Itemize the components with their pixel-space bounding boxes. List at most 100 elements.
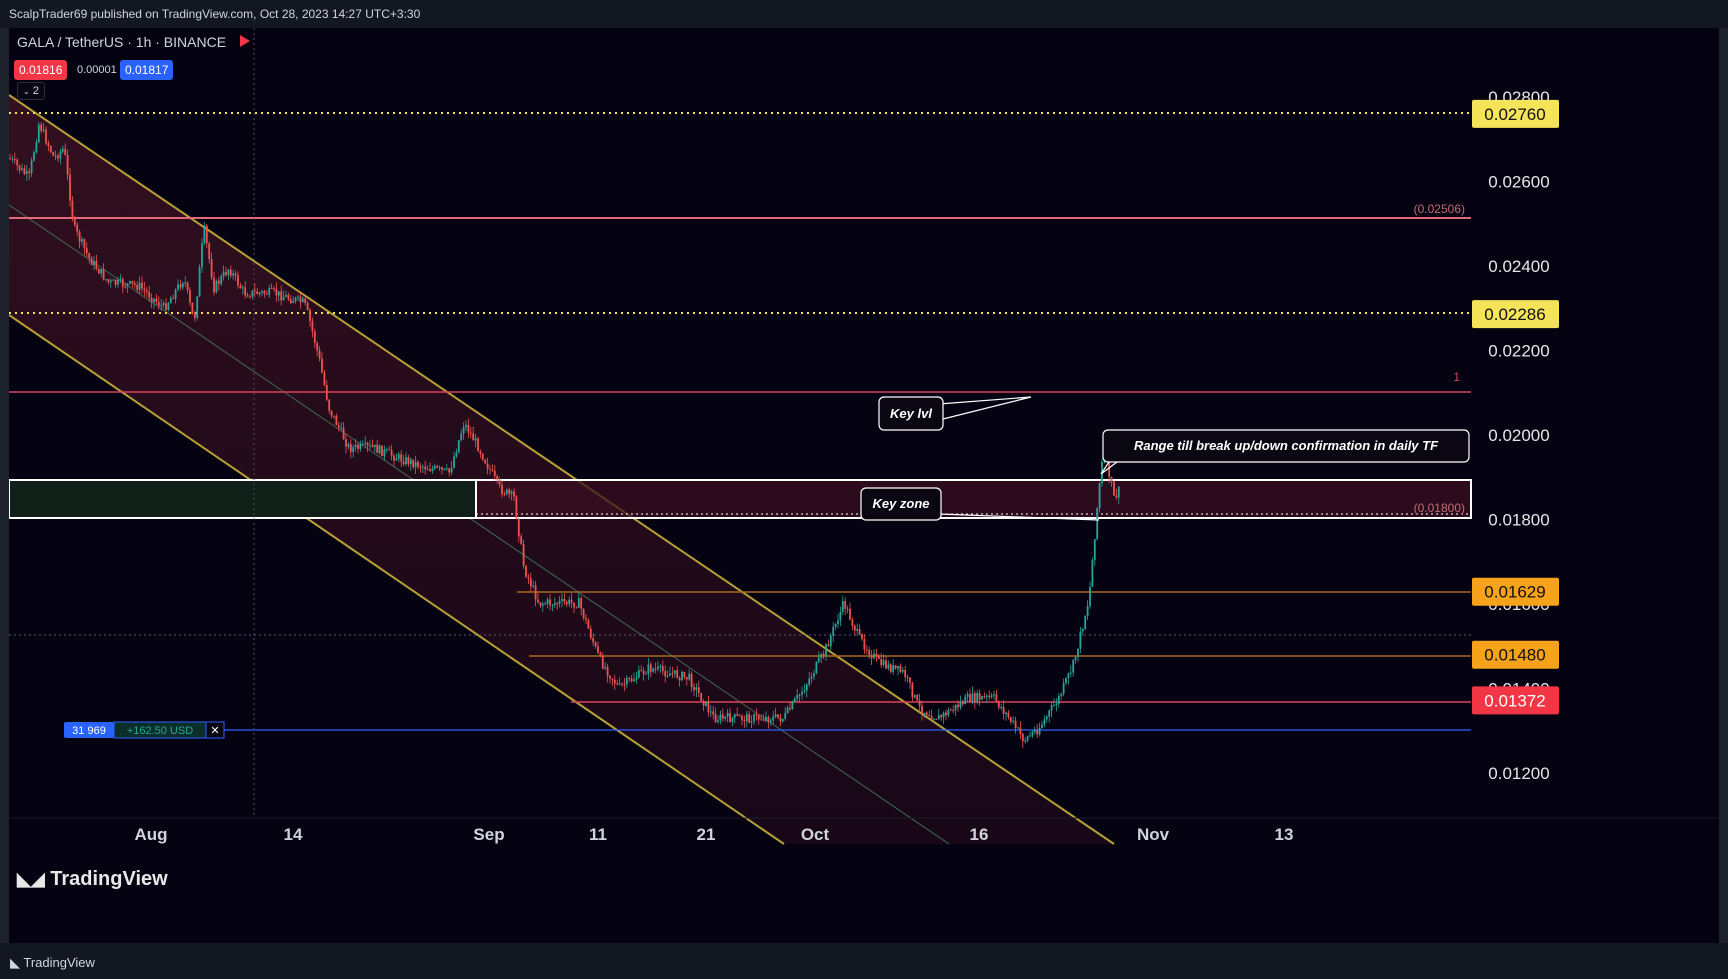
channel-lower-line[interactable] bbox=[9, 314, 785, 845]
candle-body bbox=[1067, 673, 1070, 679]
candle-body bbox=[669, 673, 671, 676]
price-chart[interactable]: (0.02506) (0.01800) 1 Key lvl Key zone R… bbox=[9, 28, 1719, 943]
ask-button[interactable]: 0.01817 bbox=[120, 60, 174, 80]
candle-body bbox=[633, 679, 635, 682]
candle-body bbox=[966, 694, 969, 697]
candle-body bbox=[1089, 586, 1091, 606]
candle-body bbox=[66, 154, 69, 175]
candle-body bbox=[388, 449, 391, 451]
candle-body bbox=[1024, 740, 1027, 742]
candle-body bbox=[436, 465, 439, 468]
candle-body bbox=[537, 599, 539, 603]
candle-body bbox=[796, 695, 799, 699]
candle-body bbox=[479, 451, 482, 454]
candle-body bbox=[501, 484, 503, 495]
candle-body bbox=[985, 695, 988, 697]
tv-footer-icon: ◣ bbox=[10, 955, 20, 970]
time-label-1: 14 bbox=[284, 825, 303, 844]
candle-body bbox=[220, 276, 223, 284]
candle-body bbox=[676, 670, 679, 678]
publish-footer: ◣ TradingView bbox=[0, 943, 1728, 979]
bid-button[interactable]: 0.01816 bbox=[14, 60, 68, 80]
candle-body bbox=[681, 671, 683, 681]
candle-body bbox=[131, 280, 134, 284]
candle-body bbox=[273, 288, 275, 290]
candle-body bbox=[928, 715, 931, 717]
indicators-toggle[interactable]: ⌄ 2 bbox=[17, 82, 45, 100]
position-close-icon[interactable]: ✕ bbox=[210, 725, 219, 737]
time-label-5: Oct bbox=[801, 825, 830, 844]
chart-frame[interactable]: (0.02506) (0.01800) 1 Key lvl Key zone R… bbox=[9, 28, 1719, 943]
candle-body bbox=[1108, 457, 1111, 477]
candle-body bbox=[983, 696, 986, 698]
candle-body bbox=[839, 611, 842, 621]
candle-body bbox=[275, 288, 278, 296]
candle-body bbox=[280, 291, 283, 301]
candle-body bbox=[364, 443, 367, 445]
candle-body bbox=[371, 445, 374, 447]
candle-body bbox=[481, 453, 484, 460]
candle-body bbox=[376, 444, 379, 453]
candle-body bbox=[856, 628, 859, 631]
candle-body bbox=[378, 445, 381, 453]
candle-body bbox=[117, 279, 119, 285]
candle-body bbox=[688, 673, 691, 680]
candle-body bbox=[757, 715, 760, 720]
support-box-left[interactable] bbox=[9, 479, 477, 519]
candle-body bbox=[373, 444, 376, 447]
candle-body bbox=[685, 676, 688, 680]
key-zone-callout[interactable]: Key zone bbox=[860, 487, 1100, 521]
candle-body bbox=[477, 438, 479, 452]
candle-body bbox=[359, 443, 362, 449]
candle-body bbox=[815, 662, 818, 674]
candle-body bbox=[1041, 724, 1043, 728]
candle-body bbox=[1060, 693, 1063, 697]
candle-body bbox=[837, 620, 839, 624]
key-zone-box[interactable] bbox=[475, 479, 1472, 519]
candle-body bbox=[743, 719, 746, 722]
candle-body bbox=[712, 711, 715, 715]
range-callout[interactable]: Range till break up/down confirmation in… bbox=[1100, 429, 1470, 475]
candle-body bbox=[952, 710, 955, 712]
candle-body bbox=[825, 644, 827, 656]
symbol-title[interactable]: GALA / TetherUS · 1h · BINANCE bbox=[17, 34, 250, 50]
candle-body bbox=[885, 660, 887, 669]
candle-body bbox=[465, 424, 467, 428]
candle-body bbox=[57, 155, 59, 159]
price-scale[interactable]: 0.028000.026000.024000.022000.020000.018… bbox=[1488, 88, 1549, 783]
candle-body bbox=[453, 456, 455, 468]
candle-body bbox=[611, 678, 614, 680]
candle-body bbox=[899, 665, 902, 672]
candle-body bbox=[409, 459, 412, 465]
candle-body bbox=[976, 693, 979, 703]
symbol-flag-icon bbox=[239, 35, 250, 47]
candle-body bbox=[429, 469, 431, 472]
position-widget[interactable]: 31 969 +162.50 USD ✕ bbox=[64, 721, 225, 739]
candle-body bbox=[155, 298, 158, 302]
candle-body bbox=[28, 171, 31, 174]
candle-body bbox=[294, 297, 297, 302]
candle-body bbox=[369, 445, 371, 447]
candle-body bbox=[100, 269, 103, 274]
candle-body bbox=[414, 461, 417, 468]
candle-body bbox=[316, 342, 319, 351]
level-label-01800: (0.01800) bbox=[1414, 501, 1465, 515]
candle-body bbox=[745, 714, 748, 722]
level-label-fib: 1 bbox=[1453, 370, 1460, 384]
candle-body bbox=[733, 714, 736, 718]
candle-body bbox=[1081, 629, 1084, 632]
candle-body bbox=[875, 653, 878, 656]
candle-body bbox=[445, 468, 448, 470]
key-lvl-text: Key lvl bbox=[890, 406, 932, 421]
channel-upper-line[interactable] bbox=[9, 94, 1115, 845]
candle-body bbox=[174, 289, 177, 299]
time-scale[interactable]: Aug 14 Sep 11 21 Oct 16 Nov 13 bbox=[134, 825, 1293, 844]
candle-body bbox=[515, 496, 518, 519]
key-lvl-callout[interactable]: Key lvl bbox=[878, 396, 1032, 431]
candle-body bbox=[239, 285, 242, 289]
candle-body bbox=[527, 576, 530, 579]
candle-body bbox=[1019, 727, 1022, 734]
candle-body bbox=[16, 159, 19, 166]
candle-body bbox=[393, 455, 395, 461]
candle-body bbox=[112, 279, 115, 281]
